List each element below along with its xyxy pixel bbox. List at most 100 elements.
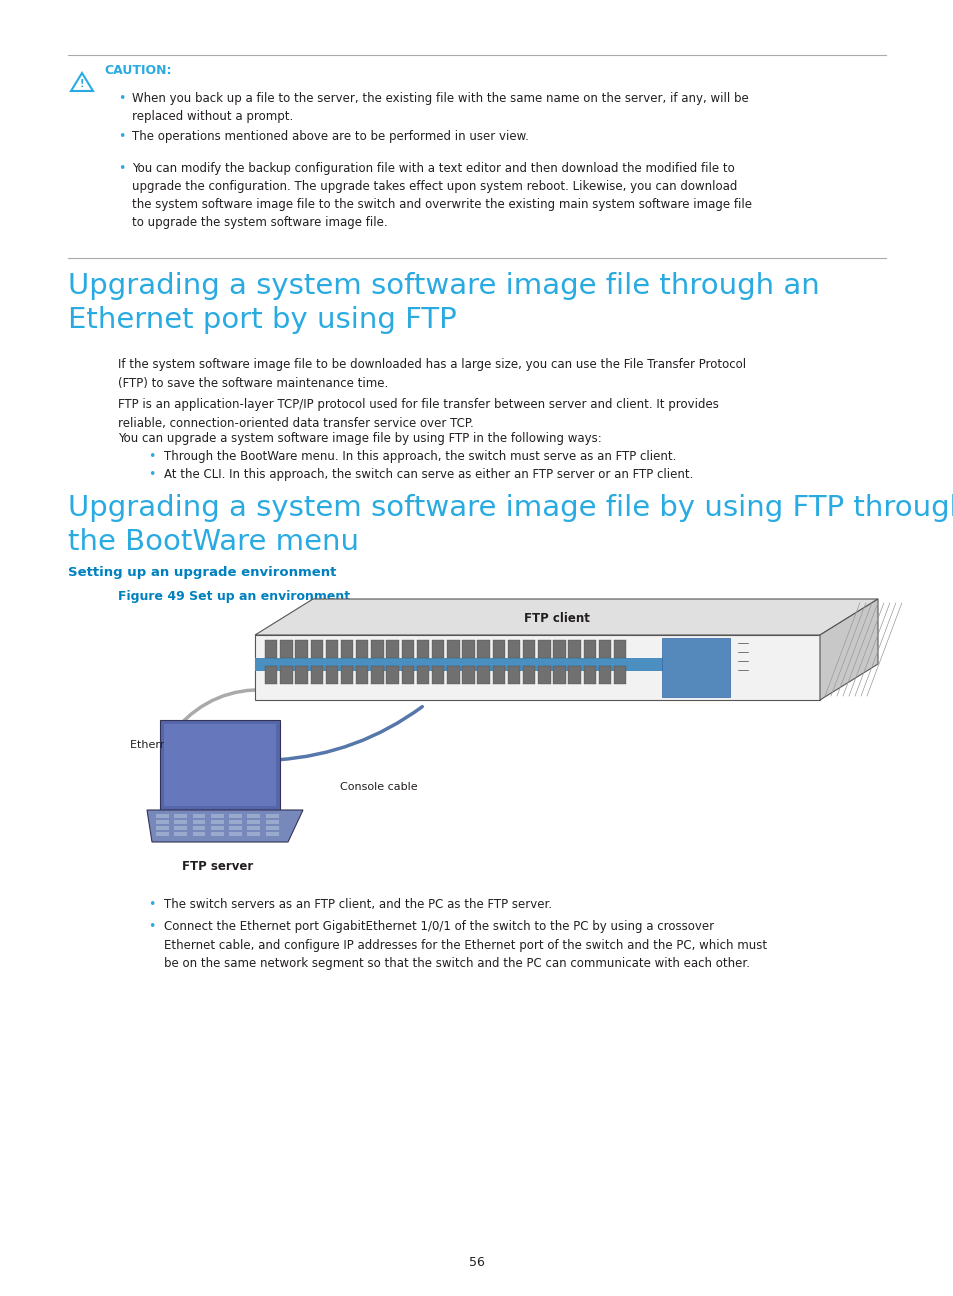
Text: Through the BootWare menu. In this approach, the switch must serve as an FTP cli: Through the BootWare menu. In this appro… xyxy=(164,450,676,463)
Text: Connect the Ethernet port GigabitEthernet 1/0/1 of the switch to the PC by using: Connect the Ethernet port GigabitEtherne… xyxy=(164,920,766,969)
Polygon shape xyxy=(193,826,205,829)
Polygon shape xyxy=(247,826,260,829)
Polygon shape xyxy=(583,666,596,684)
Polygon shape xyxy=(280,640,293,658)
Polygon shape xyxy=(537,666,550,684)
Polygon shape xyxy=(247,814,260,818)
Polygon shape xyxy=(614,666,626,684)
Polygon shape xyxy=(386,666,398,684)
Text: At the CLI. In this approach, the switch can serve as either an FTP server or an: At the CLI. In this approach, the switch… xyxy=(164,468,693,481)
Text: Figure 49 Set up an environment: Figure 49 Set up an environment xyxy=(118,590,350,603)
Polygon shape xyxy=(266,814,278,818)
Polygon shape xyxy=(229,814,242,818)
Text: You can upgrade a system software image file by using FTP in the following ways:: You can upgrade a system software image … xyxy=(118,432,601,445)
Polygon shape xyxy=(401,640,414,658)
Text: FTP client: FTP client xyxy=(523,612,589,625)
Polygon shape xyxy=(247,820,260,823)
Polygon shape xyxy=(193,814,205,818)
Text: •: • xyxy=(118,162,125,175)
Polygon shape xyxy=(553,666,565,684)
Text: Ethernet cable: Ethernet cable xyxy=(130,740,212,750)
Text: CAUTION:: CAUTION: xyxy=(104,64,172,76)
Polygon shape xyxy=(568,666,580,684)
Polygon shape xyxy=(211,820,223,823)
Polygon shape xyxy=(229,826,242,829)
Polygon shape xyxy=(416,666,429,684)
FancyArrowPatch shape xyxy=(277,706,422,759)
Polygon shape xyxy=(193,832,205,836)
Text: FTP server: FTP server xyxy=(182,861,253,874)
Text: Upgrading a system software image file by using FTP through
the BootWare menu: Upgrading a system software image file b… xyxy=(68,494,953,556)
Text: •: • xyxy=(148,450,155,463)
Polygon shape xyxy=(174,820,187,823)
Polygon shape xyxy=(310,640,323,658)
Text: The operations mentioned above are to be performed in user view.: The operations mentioned above are to be… xyxy=(132,130,528,143)
Polygon shape xyxy=(247,832,260,836)
Polygon shape xyxy=(492,640,504,658)
Polygon shape xyxy=(211,832,223,836)
Polygon shape xyxy=(310,666,323,684)
Polygon shape xyxy=(340,666,353,684)
Polygon shape xyxy=(522,640,535,658)
Polygon shape xyxy=(156,832,169,836)
Polygon shape xyxy=(598,640,611,658)
Polygon shape xyxy=(355,666,368,684)
Polygon shape xyxy=(156,820,169,823)
Polygon shape xyxy=(164,724,275,806)
Polygon shape xyxy=(553,640,565,658)
Polygon shape xyxy=(371,640,383,658)
Polygon shape xyxy=(462,666,475,684)
Polygon shape xyxy=(147,810,303,842)
Polygon shape xyxy=(325,666,337,684)
Polygon shape xyxy=(820,599,877,700)
Polygon shape xyxy=(211,814,223,818)
Polygon shape xyxy=(507,640,519,658)
Text: •: • xyxy=(148,898,155,911)
Text: You can modify the backup configuration file with a text editor and then downloa: You can modify the backup configuration … xyxy=(132,162,751,229)
Polygon shape xyxy=(476,666,490,684)
Polygon shape xyxy=(537,640,550,658)
Polygon shape xyxy=(266,820,278,823)
Polygon shape xyxy=(174,832,187,836)
Text: •: • xyxy=(148,920,155,933)
Polygon shape xyxy=(371,666,383,684)
Polygon shape xyxy=(447,666,459,684)
Text: If the system software image file to be downloaded has a large size, you can use: If the system software image file to be … xyxy=(118,358,745,390)
Polygon shape xyxy=(266,826,278,829)
Polygon shape xyxy=(193,820,205,823)
Polygon shape xyxy=(661,638,729,697)
Polygon shape xyxy=(401,666,414,684)
Polygon shape xyxy=(265,666,277,684)
Text: FTP is an application-layer TCP/IP protocol used for file transfer between serve: FTP is an application-layer TCP/IP proto… xyxy=(118,398,719,429)
Polygon shape xyxy=(229,832,242,836)
Polygon shape xyxy=(156,826,169,829)
Text: 56: 56 xyxy=(469,1256,484,1269)
Polygon shape xyxy=(462,640,475,658)
Polygon shape xyxy=(340,640,353,658)
Polygon shape xyxy=(160,721,280,810)
Text: Console cable: Console cable xyxy=(339,781,417,792)
Polygon shape xyxy=(492,666,504,684)
Polygon shape xyxy=(598,666,611,684)
Polygon shape xyxy=(254,599,877,635)
Polygon shape xyxy=(522,666,535,684)
Polygon shape xyxy=(156,814,169,818)
Text: •: • xyxy=(118,130,125,143)
Polygon shape xyxy=(265,640,277,658)
Polygon shape xyxy=(614,640,626,658)
Polygon shape xyxy=(432,640,444,658)
Text: •: • xyxy=(118,92,125,105)
Text: Setting up an upgrade environment: Setting up an upgrade environment xyxy=(68,566,336,579)
Polygon shape xyxy=(432,666,444,684)
Polygon shape xyxy=(386,640,398,658)
Polygon shape xyxy=(447,640,459,658)
Polygon shape xyxy=(266,832,278,836)
Text: !: ! xyxy=(80,79,84,89)
Polygon shape xyxy=(355,640,368,658)
Polygon shape xyxy=(254,658,713,671)
Polygon shape xyxy=(325,640,337,658)
Polygon shape xyxy=(295,666,308,684)
Polygon shape xyxy=(295,640,308,658)
Text: When you back up a file to the server, the existing file with the same name on t: When you back up a file to the server, t… xyxy=(132,92,748,123)
Polygon shape xyxy=(174,814,187,818)
